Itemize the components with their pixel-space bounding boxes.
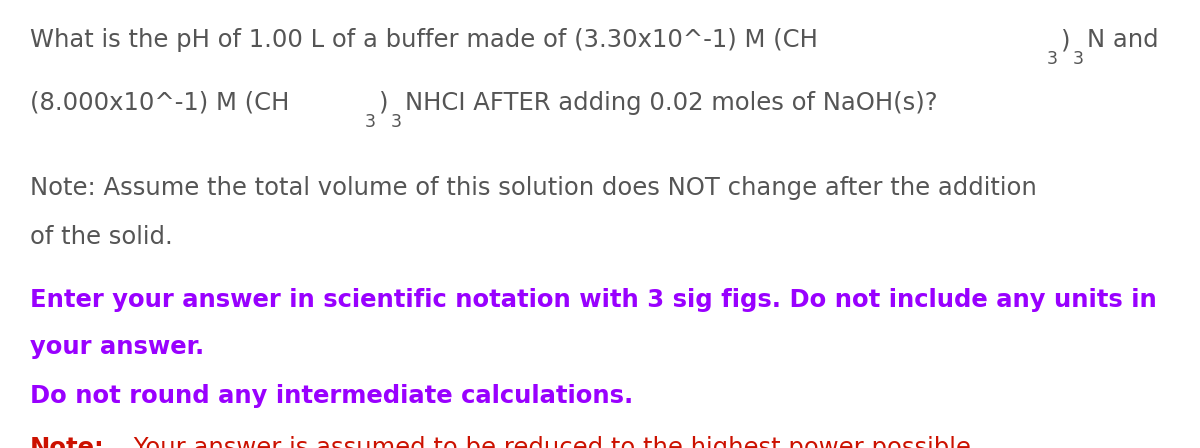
Text: N and: N and <box>1087 28 1159 52</box>
Text: Your answer is assumed to be reduced to the highest power possible.: Your answer is assumed to be reduced to … <box>126 436 979 448</box>
Text: Enter your answer in scientific notation with 3 sig figs. Do not include any uni: Enter your answer in scientific notation… <box>30 288 1157 312</box>
Text: (8.000x10^-1) M (CH: (8.000x10^-1) M (CH <box>30 91 289 115</box>
Text: 3: 3 <box>1073 50 1084 68</box>
Text: NHCI AFTER adding 0.02 moles of NaOH(s)?: NHCI AFTER adding 0.02 moles of NaOH(s)? <box>406 91 938 115</box>
Text: Note: Assume the total volume of this solution does NOT change after the additio: Note: Assume the total volume of this so… <box>30 176 1037 200</box>
Text: ): ) <box>1061 28 1070 52</box>
Text: 3: 3 <box>1046 50 1057 68</box>
Text: Do not round any intermediate calculations.: Do not round any intermediate calculatio… <box>30 384 634 408</box>
Text: 3: 3 <box>365 113 376 131</box>
Text: What is the pH of 1.00 L of a buffer made of (3.30x10^-1) M (CH: What is the pH of 1.00 L of a buffer mad… <box>30 28 818 52</box>
Text: ): ) <box>379 91 389 115</box>
Text: Note:: Note: <box>30 436 104 448</box>
Text: of the solid.: of the solid. <box>30 225 173 249</box>
Text: your answer.: your answer. <box>30 335 204 359</box>
Text: 3: 3 <box>391 113 402 131</box>
